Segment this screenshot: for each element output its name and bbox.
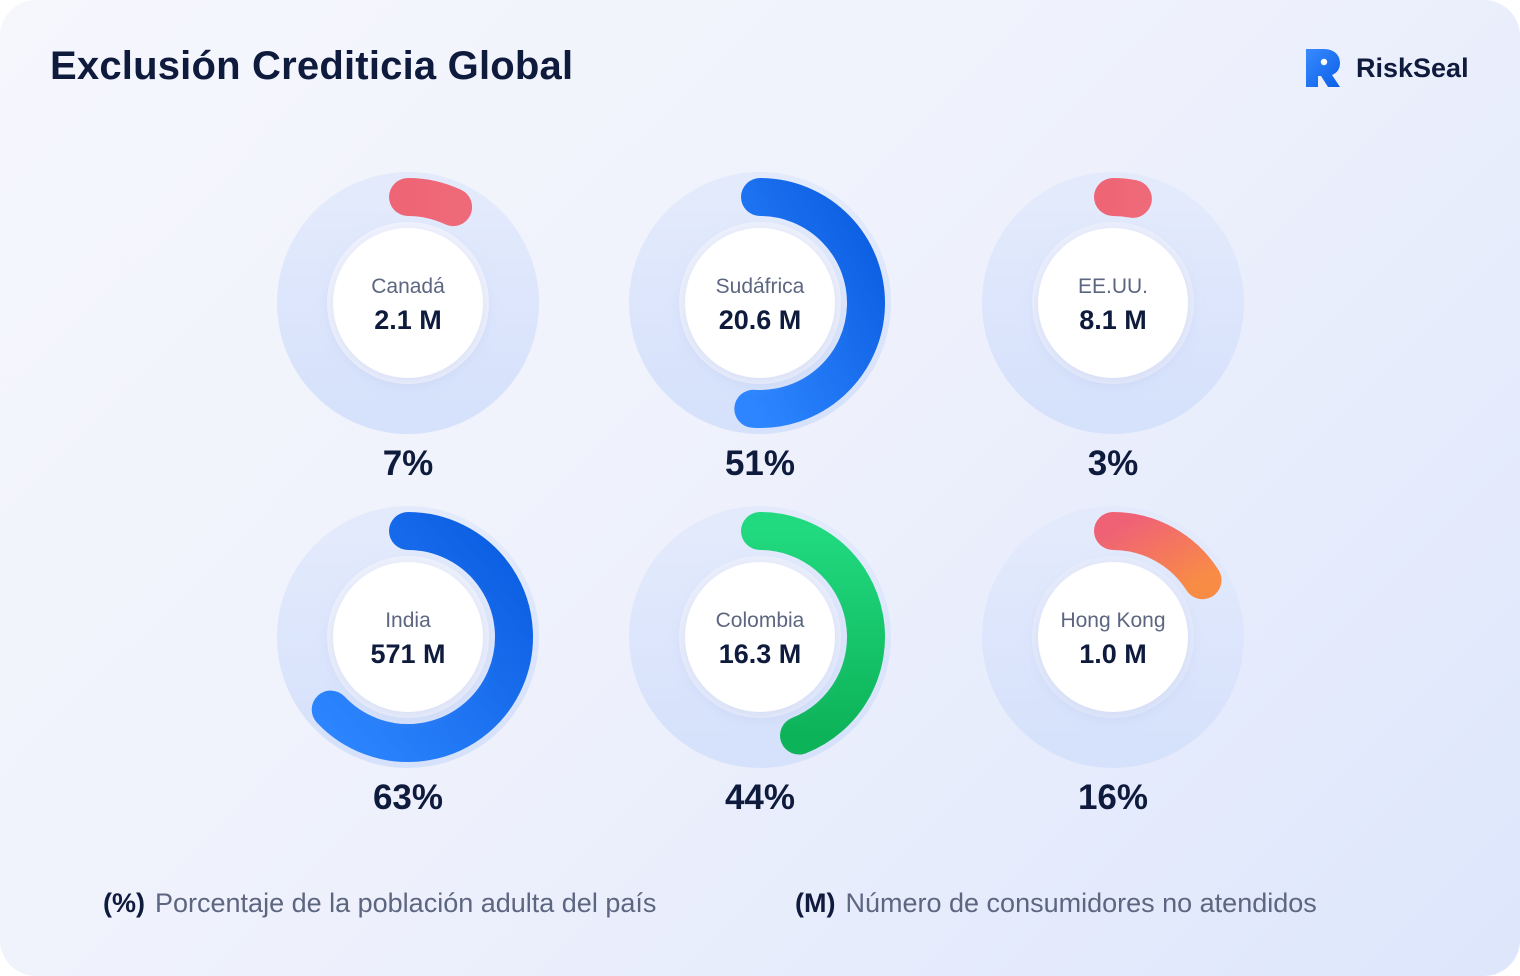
donut-center [685,228,835,378]
riskseal-logo-icon [1306,49,1340,87]
legend-millions-symbol: (M) [795,888,836,918]
donut-center [685,562,835,712]
percent-label: 7% [383,444,434,483]
percent-label: 3% [1088,444,1139,483]
legend-percent: (%) Porcentaje de la población adulta de… [103,888,656,919]
donut-center [333,562,483,712]
donut-ee-uu-: EE.UU. 8.1 M 3% [982,172,1244,483]
country-label: EE.UU. [1078,275,1148,298]
country-label: Hong Kong [1060,609,1165,632]
donut-arc-ee-uu- [1094,178,1152,218]
chart-legend: (%) Porcentaje de la población adulta de… [0,888,1520,932]
consumers-value: 16.3 M [719,639,802,669]
donut-arc-canad- [389,178,473,227]
donut-arc-hong-kong [1094,512,1222,600]
consumers-value: 571 M [370,639,445,669]
consumers-value: 1.0 M [1079,639,1147,669]
percent-label: 16% [1078,778,1148,817]
legend-percent-text: Porcentaje de la población adulta del pa… [155,888,657,918]
percent-label: 51% [725,444,795,483]
percent-label: 63% [373,778,443,817]
legend-millions-text: Número de consumidores no atendidos [845,888,1317,918]
donut-arc-sud-frica [734,178,885,428]
page-title: Exclusión Crediticia Global [50,44,574,88]
brand-logo: RiskSeal [1302,46,1469,90]
consumers-value: 2.1 M [374,305,442,335]
legend-millions: (M) Número de consumidores no atendidos [795,888,1317,919]
donut-canad-: Canadá 2.1 M 7% [277,172,539,483]
country-label: India [385,609,431,632]
country-label: Sudáfrica [716,275,805,298]
donut-arc-colombia [741,512,885,755]
percent-label: 44% [725,778,795,817]
country-label: Colombia [716,609,805,632]
donut-hong-kong: Hong Kong 1.0 M 16% [982,506,1244,817]
donut-arc-india [311,512,533,762]
country-label: Canadá [371,275,445,298]
legend-percent-symbol: (%) [103,888,145,918]
donut-sud-frica: Sudáfrica 20.6 M 51% [629,172,891,483]
donut-center [1038,562,1188,712]
donut-colombia: Colombia 16.3 M 44% [629,506,891,817]
consumers-value: 8.1 M [1079,305,1147,335]
donut-center [1038,228,1188,378]
donut-center [333,228,483,378]
brand-name: RiskSeal [1356,52,1469,83]
consumers-value: 20.6 M [719,305,802,335]
donut-india: India 571 M 63% [277,506,539,817]
